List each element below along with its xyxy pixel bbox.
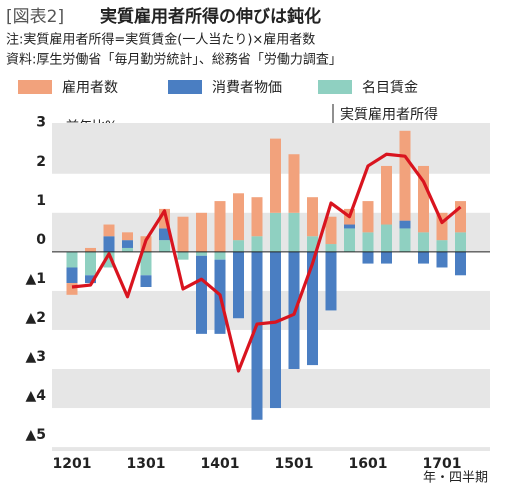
bar-segment bbox=[159, 240, 170, 252]
bar-segment bbox=[196, 255, 207, 334]
y-tick-label: ▲3 bbox=[25, 349, 46, 365]
bar-segment bbox=[233, 193, 244, 241]
bar-segment bbox=[381, 165, 392, 225]
bar-segment bbox=[418, 232, 429, 252]
chart-title: 実質雇用者所得の伸びは鈍化 bbox=[100, 6, 321, 27]
bar-segment bbox=[362, 232, 374, 252]
note: 注:実質雇用者所得=実質賃金(一人当たり)×雇用者数 bbox=[6, 32, 315, 48]
bar-segment bbox=[122, 247, 133, 252]
x-tick-label: 1501 bbox=[275, 456, 314, 472]
bar-segment bbox=[66, 267, 78, 284]
bar-segment bbox=[399, 130, 411, 221]
bar-segment bbox=[177, 251, 189, 260]
bar-segment bbox=[196, 212, 207, 252]
bar-segment bbox=[85, 275, 96, 284]
bar-segment bbox=[381, 224, 392, 252]
bar-segment bbox=[103, 251, 115, 268]
bar-segment bbox=[399, 228, 411, 252]
bar-segment bbox=[251, 236, 263, 252]
bar-segment bbox=[66, 283, 78, 295]
bar-segment bbox=[436, 240, 448, 252]
bar-segment bbox=[455, 251, 466, 276]
bar-segment bbox=[233, 240, 244, 252]
bar-segment bbox=[233, 251, 244, 319]
note: 資料:厚生労働省「毎月勤労統計」、総務省「労働力調査」 bbox=[6, 52, 342, 68]
x-tick-label: 1701 bbox=[423, 456, 462, 472]
bar-segment bbox=[214, 251, 226, 260]
bar-segment bbox=[344, 224, 355, 229]
bar-segment bbox=[66, 251, 78, 268]
annotation: 実質雇用者所得 bbox=[340, 106, 438, 123]
legend-swatch bbox=[18, 80, 52, 94]
bar-segment bbox=[362, 201, 374, 233]
bar-segment bbox=[325, 251, 337, 311]
bar-segment bbox=[436, 251, 448, 268]
bar-segment bbox=[85, 247, 96, 252]
bar-segment bbox=[325, 216, 337, 245]
y-tick-label: ▲5 bbox=[25, 427, 46, 443]
bar-segment bbox=[251, 197, 263, 237]
bar-segment bbox=[159, 228, 170, 241]
y-tick-label: 3 bbox=[36, 115, 46, 131]
bar-segment bbox=[270, 251, 281, 409]
bar-segment bbox=[140, 251, 152, 276]
bar-segment bbox=[103, 236, 115, 252]
y-tick-label: ▲1 bbox=[25, 271, 46, 287]
bar-segment bbox=[455, 201, 466, 233]
bar-segment bbox=[122, 232, 133, 241]
bar-segment bbox=[288, 154, 300, 213]
x-tick-label: 1601 bbox=[349, 456, 388, 472]
bar-segment bbox=[362, 251, 374, 264]
y-tick-label: 0 bbox=[36, 232, 46, 248]
bar-segment bbox=[140, 275, 152, 287]
bar-segment bbox=[85, 251, 96, 276]
bar-segment bbox=[103, 224, 115, 237]
bar-segment bbox=[307, 236, 318, 252]
y-tick-label: 1 bbox=[36, 193, 46, 209]
bar-segment bbox=[455, 232, 466, 252]
bar-segment bbox=[325, 244, 337, 252]
x-tick-label: 1201 bbox=[53, 456, 92, 472]
bar-segment bbox=[344, 228, 355, 252]
bar-segment bbox=[307, 197, 318, 237]
bar-segment bbox=[251, 251, 263, 420]
y-tick-label: ▲2 bbox=[25, 310, 46, 326]
bar-segment bbox=[288, 212, 300, 252]
bar-segment bbox=[399, 220, 411, 229]
x-unit: 年・四半期 bbox=[423, 471, 488, 486]
bar-segment bbox=[270, 138, 281, 213]
legend-label: 消費者物価 bbox=[212, 80, 282, 96]
bar-segment bbox=[122, 240, 133, 248]
line bbox=[71, 152, 462, 373]
bar-segment bbox=[270, 212, 281, 252]
bar-segment bbox=[418, 165, 429, 233]
legend-label: 名目賃金 bbox=[362, 80, 418, 96]
bar-segment bbox=[214, 201, 226, 252]
bar-segment bbox=[436, 212, 448, 241]
y-tick-label: ▲4 bbox=[25, 388, 46, 404]
bar-segment bbox=[307, 251, 318, 366]
bar-segment bbox=[381, 251, 392, 264]
legend-swatch bbox=[318, 80, 352, 94]
bar-segment bbox=[159, 208, 170, 229]
legend-label: 雇用者数 bbox=[62, 79, 118, 96]
bar-segment bbox=[196, 251, 207, 256]
legend-swatch bbox=[168, 80, 202, 94]
grid-band bbox=[52, 408, 490, 448]
bar-segment bbox=[418, 251, 429, 264]
x-tick-label: 1401 bbox=[201, 456, 240, 472]
x-tick-label: 1301 bbox=[127, 456, 166, 472]
bar-segment bbox=[177, 216, 189, 252]
y-tick-label: 2 bbox=[36, 154, 46, 170]
title-prefix: [図表2] bbox=[6, 7, 64, 27]
